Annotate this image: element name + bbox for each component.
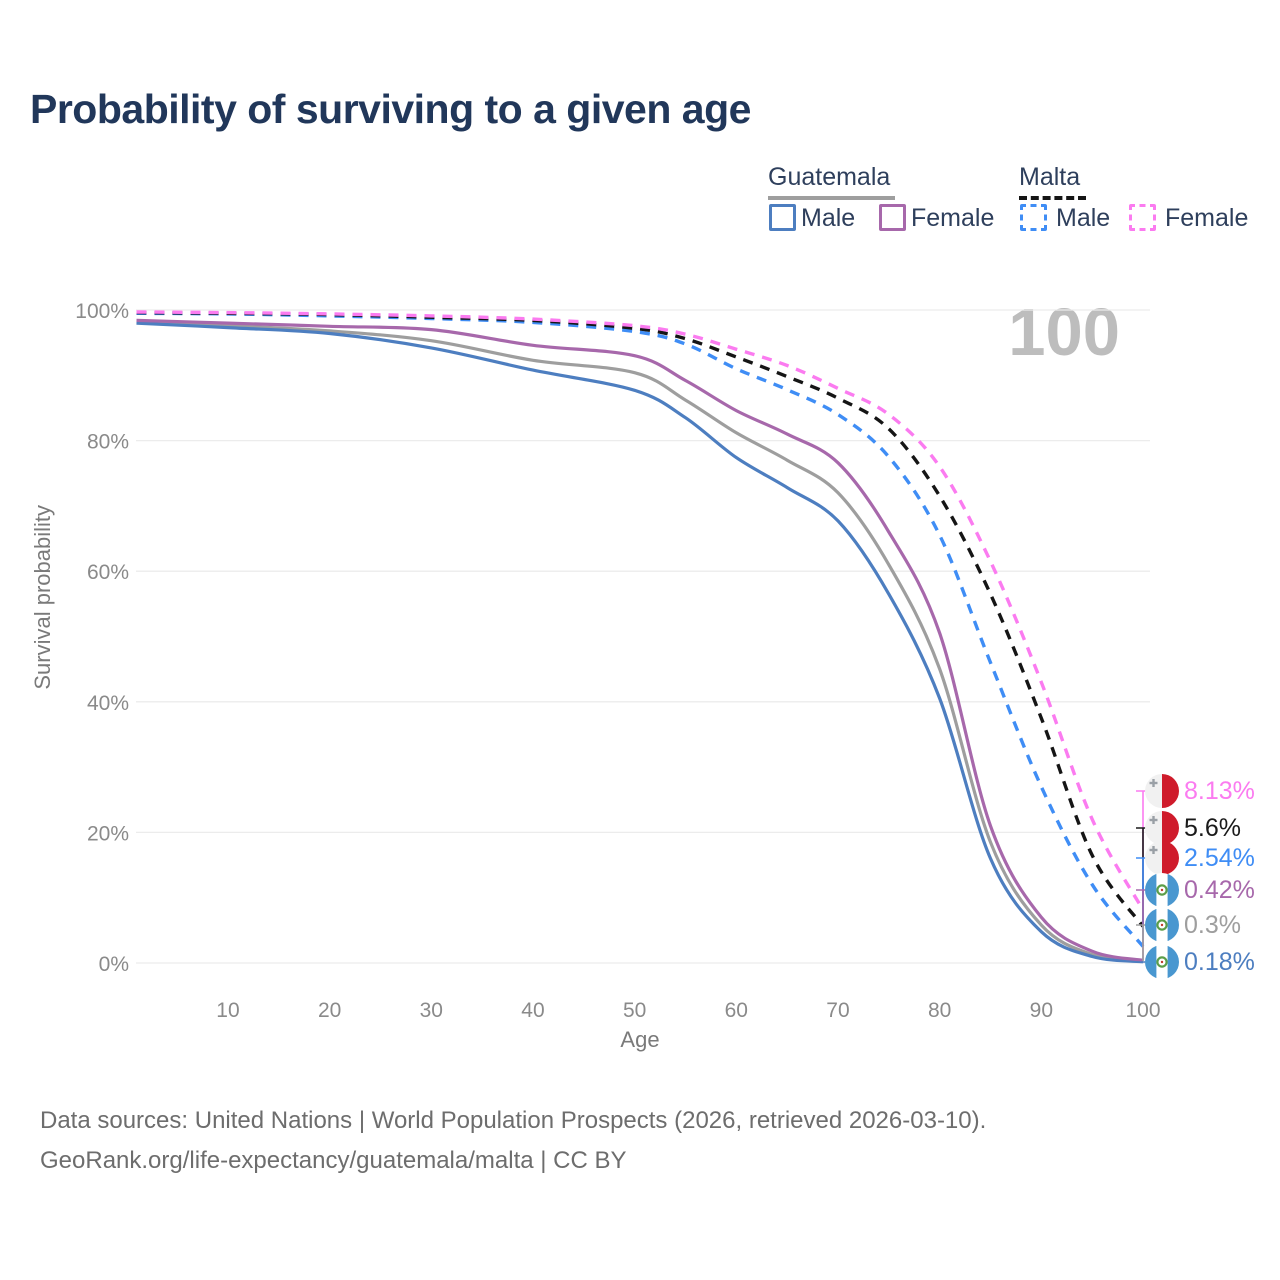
- x-tick-label: 20: [318, 999, 341, 1022]
- end-label-guatemala-both: 0.3%: [1145, 907, 1241, 943]
- x-tick-label: 80: [928, 999, 951, 1022]
- series-line-malta-both-sexes: [136, 310, 1145, 928]
- series-line-guatemala-both-sexes: [136, 320, 1144, 963]
- end-label-malta-both: 5.6%: [1145, 810, 1241, 846]
- guatemala-flag-icon: [1145, 908, 1179, 942]
- x-tick-label: 30: [420, 999, 443, 1022]
- end-label-malta-female: 8.13%: [1145, 773, 1255, 809]
- y-tick-label: 80%: [87, 431, 129, 454]
- data-sources-text: Data sources: United Nations | World Pop…: [40, 1107, 987, 1134]
- x-tick-label: 90: [1030, 999, 1053, 1022]
- y-tick-label: 100%: [75, 300, 129, 323]
- end-label-malta-male: 2.54%: [1145, 840, 1255, 876]
- malta-flag-icon: [1145, 774, 1179, 808]
- end-value: 0.3%: [1184, 910, 1241, 939]
- page-title: Probability of surviving to a given age: [30, 86, 751, 132]
- legend-group-malta[interactable]: Malta: [1019, 163, 1081, 191]
- end-value: 5.6%: [1184, 813, 1241, 842]
- checkbox-malta-female[interactable]: [1129, 204, 1156, 231]
- checkbox-guatemala-male[interactable]: [769, 204, 796, 231]
- series-line-malta-female: [136, 310, 1145, 911]
- selected-age-watermark: 100: [1008, 295, 1120, 370]
- legend-label-guatemala-male[interactable]: Male: [801, 204, 856, 232]
- malta-series-swatch[interactable]: [1019, 196, 1086, 200]
- end-label-guatemala-male: 0.18%: [1145, 944, 1255, 980]
- malta-flag-icon: [1145, 811, 1179, 845]
- guatemala-series-swatch[interactable]: [768, 196, 895, 200]
- y-tick-label: 0%: [99, 953, 129, 976]
- end-value: 0.42%: [1184, 875, 1255, 904]
- y-tick-label: 60%: [87, 561, 129, 584]
- checkbox-guatemala-female[interactable]: [879, 204, 906, 231]
- legend-group-guatemala[interactable]: Guatemala: [768, 163, 891, 191]
- legend-label-malta-female[interactable]: Female: [1165, 204, 1249, 232]
- end-value: 0.18%: [1184, 947, 1255, 976]
- series-line-malta-male: [136, 311, 1145, 948]
- x-tick-label: 100: [1125, 999, 1160, 1022]
- series-line-guatemala-male: [136, 321, 1144, 964]
- x-tick-label: 10: [216, 999, 239, 1022]
- x-tick-label: 50: [623, 999, 646, 1022]
- series-line-guatemala-female: [136, 318, 1144, 962]
- y-tick-label: 20%: [87, 822, 129, 845]
- x-tick-label: 70: [826, 999, 849, 1022]
- end-value: 8.13%: [1184, 776, 1255, 805]
- x-tick-label: 60: [725, 999, 748, 1022]
- attribution-text: GeoRank.org/life-expectancy/guatemala/ma…: [40, 1147, 627, 1174]
- guatemala-flag-icon: [1145, 873, 1179, 907]
- x-axis-title: Age: [620, 1027, 660, 1052]
- malta-flag-icon: [1145, 841, 1179, 875]
- y-axis-title: Survival probability: [30, 505, 55, 690]
- legend-label-guatemala-female[interactable]: Female: [911, 204, 995, 232]
- checkbox-malta-male[interactable]: [1020, 204, 1047, 231]
- end-value: 2.54%: [1184, 843, 1255, 872]
- y-tick-label: 40%: [87, 692, 129, 715]
- guatemala-flag-icon: [1145, 945, 1179, 979]
- x-tick-label: 40: [521, 999, 544, 1022]
- end-label-guatemala-female: 0.42%: [1145, 872, 1255, 908]
- legend-label-malta-male[interactable]: Male: [1056, 204, 1111, 232]
